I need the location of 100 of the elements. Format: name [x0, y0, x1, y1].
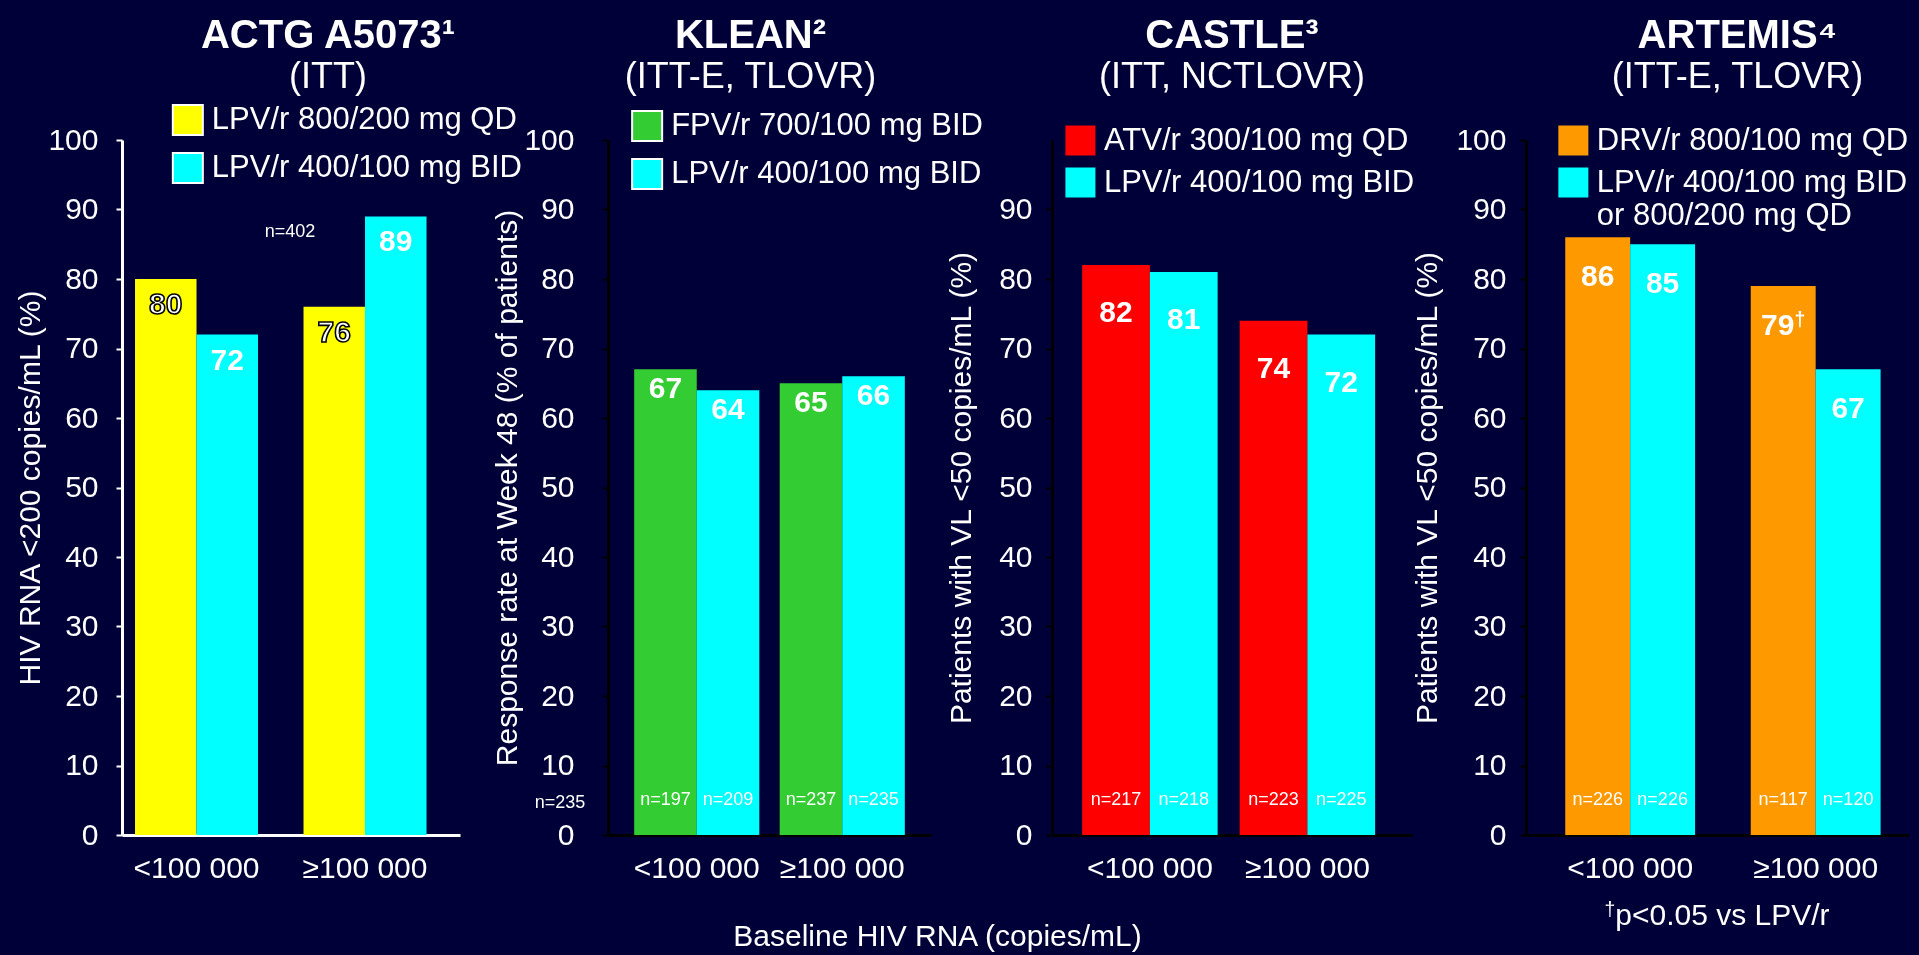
y-tick-label: 50	[999, 470, 1033, 503]
bar	[1815, 369, 1881, 835]
bar	[365, 216, 427, 835]
x-tick-label: ≥100 000	[779, 850, 905, 884]
bar	[1307, 334, 1376, 835]
x-tick-label: ≥100 000	[1753, 850, 1879, 884]
text: n=235	[534, 792, 586, 812]
x-axis-title: Baseline HIV RNA (copies/mL)	[733, 918, 1142, 952]
y-tick-label: 10	[1473, 748, 1507, 781]
x-tick-label: <100 000	[133, 850, 260, 884]
legend-label: LPV/r 400/100 mg BID	[1103, 163, 1415, 199]
bar	[1750, 285, 1816, 835]
legend-label: LPV/r 400/100 mg BID	[671, 155, 982, 190]
chart-title: KLEAN²	[674, 12, 827, 56]
y-tick-label: 50	[541, 470, 575, 503]
x-tick-label: <100 000	[633, 850, 760, 884]
y-tick-label: 100	[1456, 122, 1507, 156]
y-tick-label: 80	[65, 261, 99, 295]
annotation: n=197	[640, 789, 691, 810]
y-tick-label: 30	[999, 609, 1033, 642]
chart-subtitle: (ITT, NCTLOVR)	[1099, 55, 1365, 96]
y-tick-label: 20	[999, 678, 1033, 712]
legend-label: FPV/r 700/100 mg BID	[671, 107, 984, 142]
y-tick-label: 100	[48, 122, 99, 156]
data-label: 65	[794, 385, 828, 419]
annotation: n=117	[1758, 789, 1808, 810]
y-tick-label: 70	[65, 331, 99, 364]
data-label: 66	[856, 378, 891, 412]
y-tick-label: 90	[1473, 192, 1507, 225]
y-tick-label: 90	[541, 192, 575, 225]
annotation: n=402	[264, 221, 316, 241]
data-label: 74	[1256, 350, 1291, 384]
annotation: n=217	[1090, 789, 1142, 810]
text: $^{†}$p<0.05 vs LPV/r	[1604, 898, 1830, 931]
y-tick-label: 40	[999, 539, 1033, 573]
data-label: 82	[1099, 295, 1133, 329]
data-label: 67	[1831, 391, 1865, 425]
y-tick-label: 80	[1473, 261, 1507, 295]
bar	[1565, 237, 1631, 835]
y-tick-label: 60	[999, 400, 1033, 434]
data-label: 64	[711, 392, 746, 426]
data-label: 85	[1645, 266, 1680, 300]
data-label: 72	[210, 342, 244, 376]
legend-label: ATV/r 300/100 mg QD	[1103, 121, 1409, 157]
legend-label: DRV/r 800/100 mg QD	[1596, 121, 1909, 157]
annotation: n=120	[1822, 789, 1874, 810]
bar	[1082, 265, 1150, 835]
y-tick-label: 40	[541, 539, 575, 573]
y-tick-label: 20	[541, 678, 575, 712]
x-tick-label: ≥100 000	[1244, 850, 1370, 884]
data-label: 89	[379, 224, 413, 258]
y-axis-title: Patients with VL <50 copies/mL (%)	[1409, 251, 1443, 725]
y-tick-label: 0	[557, 817, 575, 851]
data-label: 76	[317, 314, 351, 348]
y-axis-title: Response rate at Week 48 (% of patients)	[489, 209, 523, 767]
chart-title: ACTG A5073¹	[200, 12, 456, 56]
annotation: n=226	[1637, 789, 1688, 810]
y-tick-label: 70	[1473, 331, 1507, 364]
annotation: n=235	[848, 789, 899, 810]
y-tick-label: 90	[999, 192, 1033, 225]
y-tick-label: 90	[65, 192, 99, 225]
chart-title: ARTEMIS⁴	[1637, 12, 1838, 56]
y-tick-label: 0	[1015, 817, 1033, 851]
data-label: 72	[1324, 364, 1358, 398]
bar	[1149, 272, 1218, 835]
chart-title: CASTLE³	[1145, 12, 1319, 56]
annotation: n=225	[1315, 789, 1367, 810]
y-tick-label: 20	[1473, 678, 1507, 712]
y-tick-label: 80	[999, 261, 1033, 295]
y-tick-label: 50	[65, 470, 99, 503]
data-label: 81	[1167, 302, 1201, 336]
annotation: n=209	[702, 789, 754, 810]
legend-label: LPV/r 800/200 mg QD	[211, 101, 517, 136]
bar	[1630, 244, 1696, 835]
annotation: n=237	[785, 789, 837, 810]
y-tick-label: 40	[65, 539, 99, 573]
chart-subtitle: (ITT-E, TLOVR)	[624, 55, 877, 96]
bar	[196, 334, 259, 835]
chart-subtitle: (ITT-E, TLOVR)	[1611, 55, 1864, 96]
y-tick-label: 60	[65, 400, 99, 434]
y-axis-title: HIV RNA <200 copies/mL (%)	[12, 290, 46, 686]
bar	[1239, 320, 1308, 835]
y-tick-label: 80	[541, 261, 575, 295]
y-tick-label: 10	[541, 748, 575, 781]
data-label: 67	[648, 371, 683, 405]
y-tick-label: 40	[1473, 539, 1507, 573]
y-tick-label: 10	[65, 748, 99, 781]
y-axis-title: Patients with VL <50 copies/mL (%)	[943, 251, 977, 725]
y-tick-label: 70	[541, 331, 575, 364]
y-tick-label: 60	[1473, 400, 1507, 434]
bar	[303, 306, 366, 835]
y-tick-label: 0	[81, 817, 99, 851]
y-tick-label: 20	[65, 678, 99, 712]
legend-label: LPV/r 400/100 mg BID	[211, 149, 523, 184]
chart-subtitle: (ITT)	[289, 55, 367, 96]
data-label: 80	[149, 287, 183, 320]
y-tick-label: 100	[524, 122, 575, 156]
x-tick-label: <100 000	[1086, 850, 1213, 884]
annotation: n=226	[1572, 789, 1623, 810]
bar	[135, 279, 197, 835]
